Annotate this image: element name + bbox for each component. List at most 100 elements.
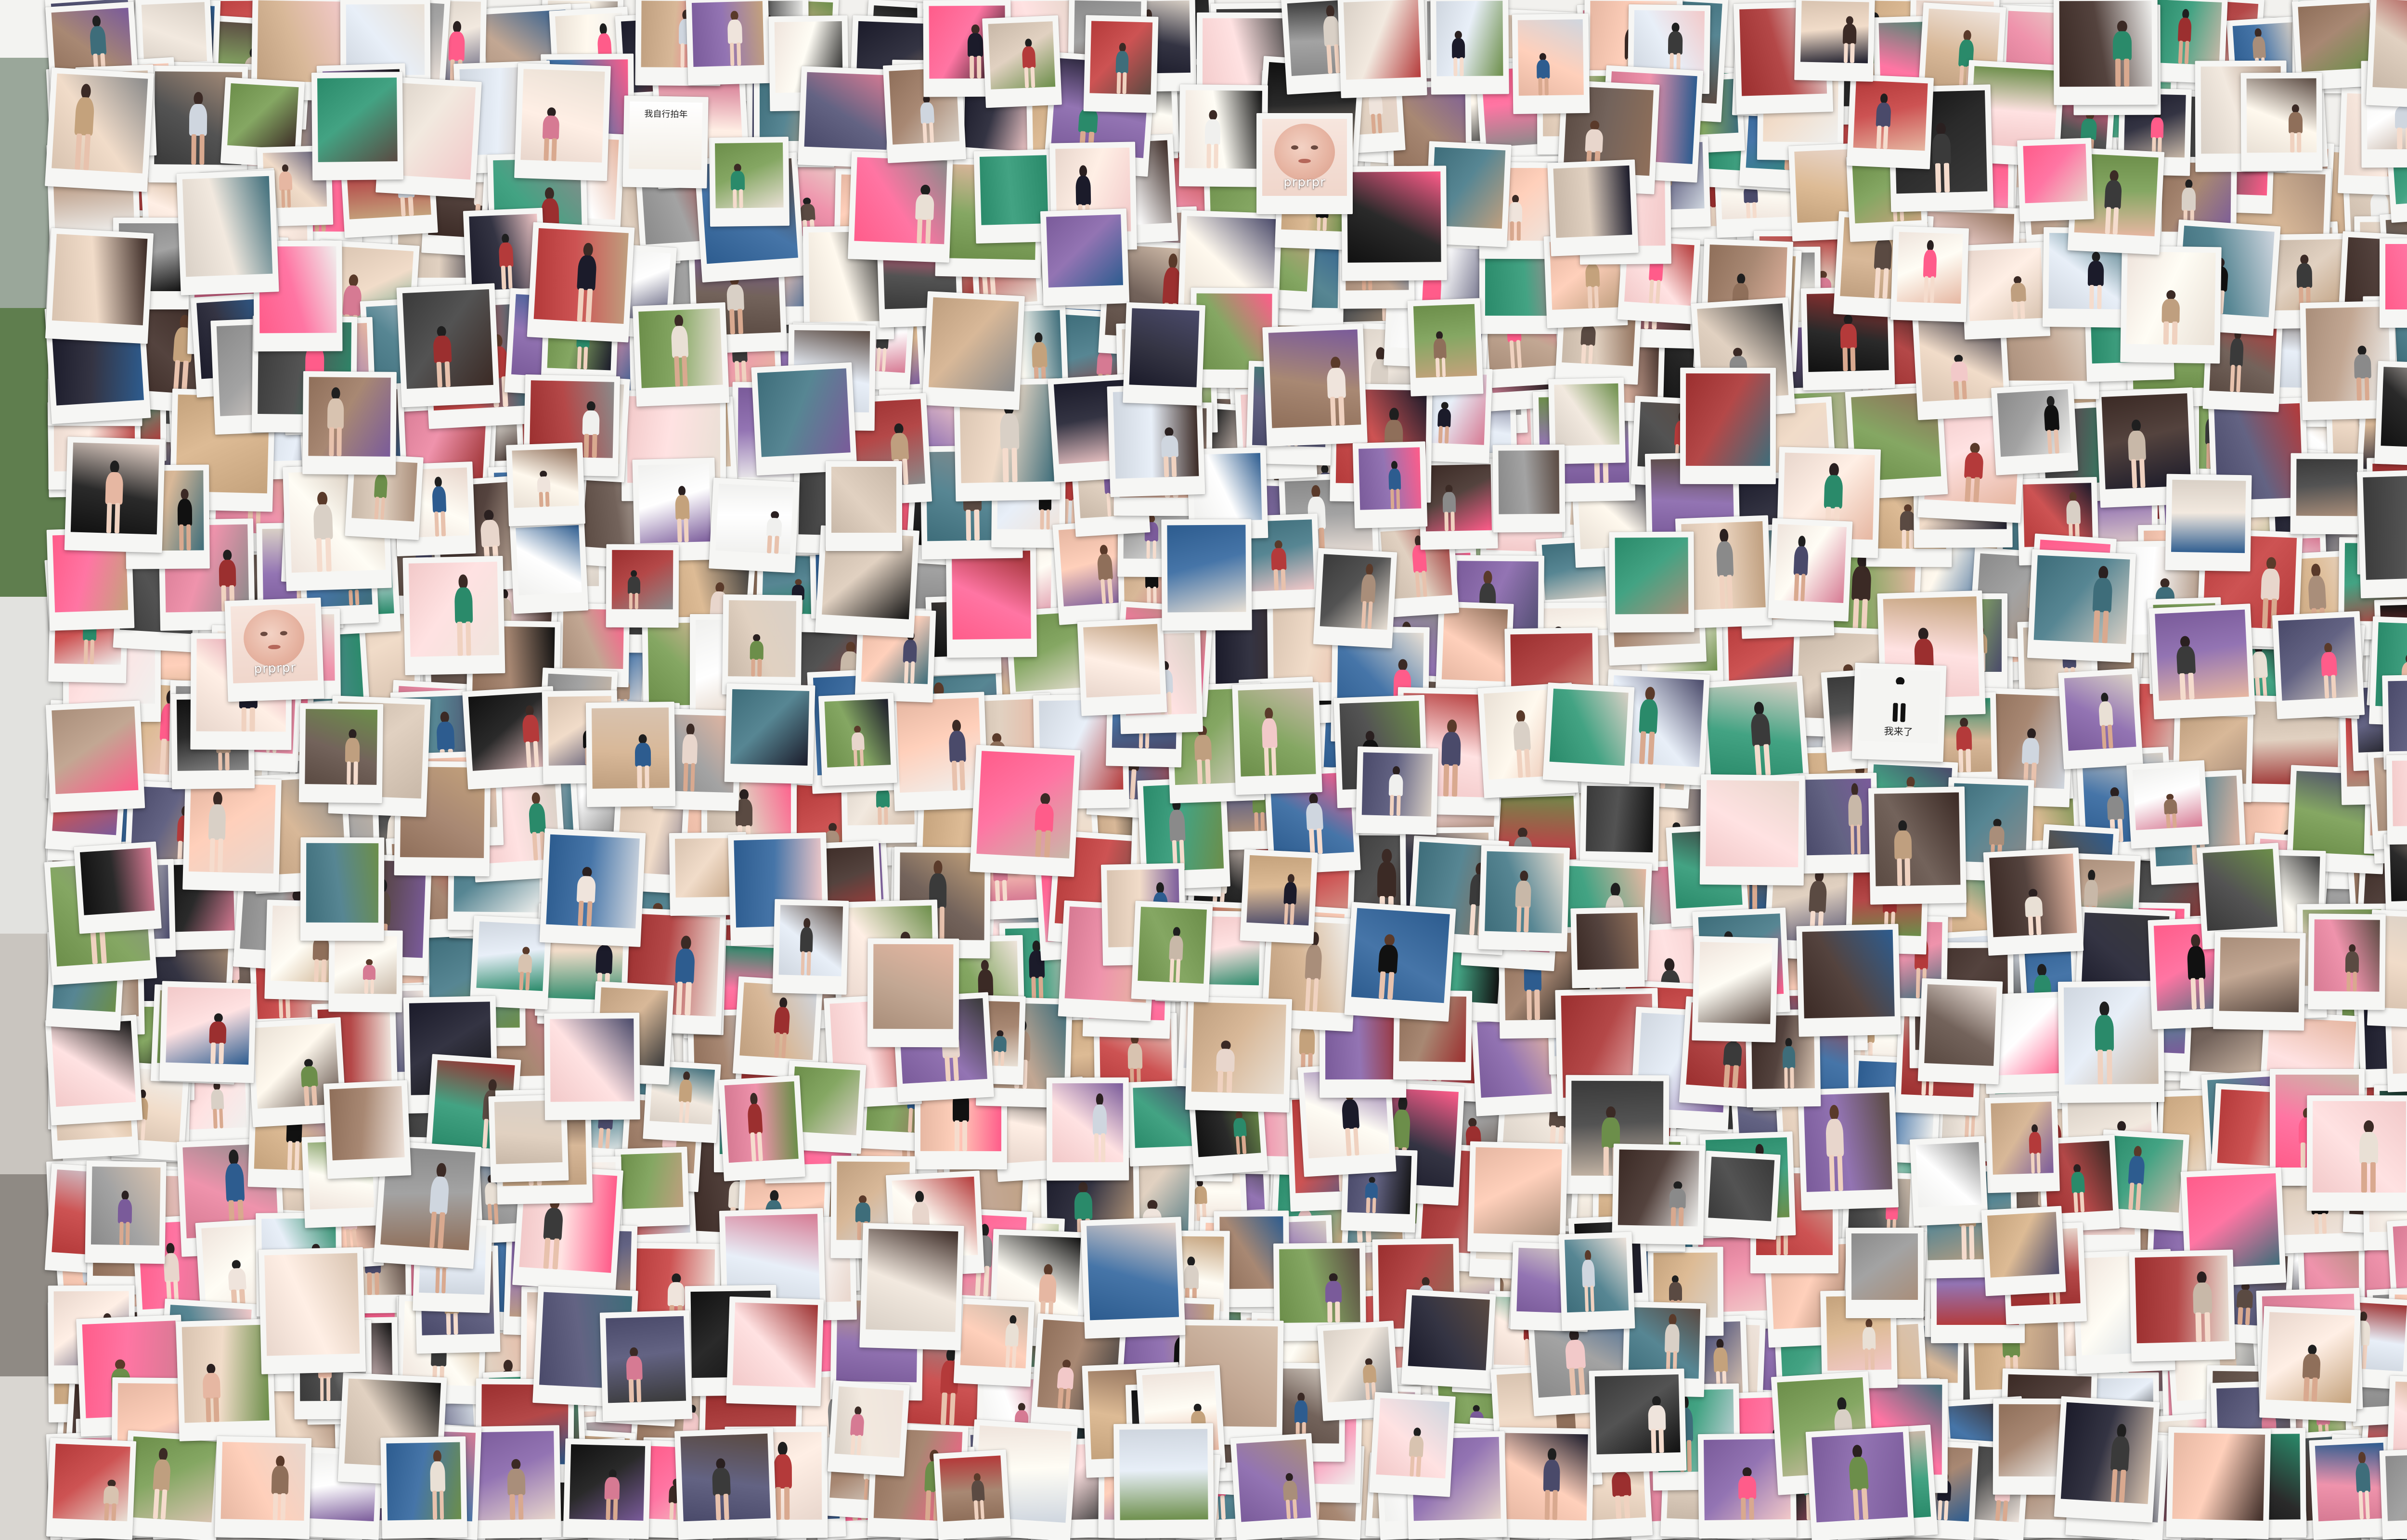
polaroid-photo bbox=[514, 63, 611, 181]
figure-leg bbox=[1538, 77, 1542, 95]
person-figure bbox=[919, 94, 937, 143]
photo-image bbox=[227, 83, 298, 149]
figure-body bbox=[1585, 129, 1603, 153]
figure-leg bbox=[1876, 126, 1882, 149]
figure-body bbox=[968, 33, 983, 57]
person-figure bbox=[1930, 122, 1954, 192]
figure-body bbox=[2395, 106, 2407, 128]
figure-leg bbox=[199, 134, 205, 165]
figure-leg bbox=[287, 190, 291, 208]
figure-body bbox=[1116, 51, 1129, 73]
photo-image bbox=[2247, 78, 2317, 153]
photo-image bbox=[1518, 19, 1584, 96]
polaroid-photo bbox=[982, 15, 1062, 108]
figure-leg bbox=[1883, 126, 1889, 149]
polaroid-photo bbox=[176, 170, 279, 295]
polaroid-photo bbox=[686, 0, 771, 85]
figure-body bbox=[2289, 112, 2303, 133]
person-figure bbox=[2287, 104, 2304, 153]
figure-leg bbox=[1031, 67, 1035, 88]
polaroid-photo bbox=[1337, 0, 1427, 98]
photo-image bbox=[1853, 80, 1928, 151]
figure-leg bbox=[2178, 40, 2183, 64]
figure-leg bbox=[83, 134, 91, 170]
figure-leg bbox=[2124, 59, 2129, 87]
figure-leg bbox=[1206, 144, 1211, 168]
figure-body bbox=[75, 97, 95, 136]
photo-image bbox=[2154, 0, 2222, 65]
photo-image bbox=[1090, 21, 1153, 94]
figure-body bbox=[1078, 108, 1098, 133]
figure-leg bbox=[1850, 43, 1854, 63]
figure-body bbox=[1323, 15, 1341, 46]
polaroid-photo bbox=[2054, 0, 2158, 105]
figure-leg bbox=[929, 122, 934, 142]
figure-body bbox=[727, 19, 742, 44]
person-figure bbox=[278, 164, 294, 208]
figure-body bbox=[2081, 118, 2097, 141]
figure-leg bbox=[2297, 132, 2301, 153]
figure-leg bbox=[1460, 57, 1463, 76]
figure-leg bbox=[2397, 128, 2402, 149]
figure-head bbox=[2117, 21, 2127, 33]
figure-leg bbox=[551, 138, 556, 161]
photo-image bbox=[988, 21, 1056, 90]
figure-leg bbox=[730, 43, 735, 66]
photo-image bbox=[182, 176, 272, 277]
figure-body bbox=[2113, 31, 2132, 60]
person-figure bbox=[966, 25, 985, 78]
figure-body bbox=[449, 32, 465, 61]
polaroid-photo bbox=[1512, 13, 1590, 114]
photo-image bbox=[1344, 0, 1421, 80]
figure-body bbox=[189, 103, 207, 136]
polaroid-photo bbox=[1847, 74, 1934, 169]
polaroid-photo bbox=[1084, 15, 1159, 113]
figure-leg bbox=[1214, 144, 1219, 168]
figure-head bbox=[194, 92, 203, 105]
figure-leg bbox=[408, 196, 414, 216]
photo-image bbox=[2059, 1, 2152, 87]
figure-leg bbox=[2115, 59, 2121, 87]
photo-image bbox=[1633, 10, 1705, 76]
person-figure bbox=[1535, 53, 1552, 95]
figure-leg bbox=[1326, 45, 1333, 74]
polaroid-photo bbox=[45, 67, 154, 192]
photo-image bbox=[1800, 1, 1869, 64]
figure-leg bbox=[1935, 163, 1941, 192]
photo-image bbox=[1436, 0, 1503, 76]
figure-leg bbox=[1371, 114, 1376, 134]
figure-body bbox=[2178, 17, 2192, 42]
photo-image bbox=[804, 72, 890, 150]
figure-leg bbox=[923, 123, 928, 143]
person-figure bbox=[2149, 110, 2165, 157]
photo-image bbox=[317, 77, 398, 162]
figure-body bbox=[920, 102, 934, 124]
figure-leg bbox=[2185, 41, 2189, 64]
person-figure bbox=[1021, 38, 1038, 88]
figure-body bbox=[1537, 60, 1550, 78]
figure-leg bbox=[737, 42, 741, 65]
person-figure bbox=[187, 92, 209, 165]
figure-body bbox=[1932, 134, 1952, 165]
figure-body bbox=[1452, 38, 1465, 58]
person-figure bbox=[2111, 21, 2134, 87]
figure-leg bbox=[977, 56, 981, 78]
figure-body bbox=[2252, 36, 2265, 59]
figure-leg bbox=[1944, 163, 1950, 192]
figure-body bbox=[1668, 31, 1682, 54]
figure-body bbox=[89, 26, 106, 55]
polaroid-photo bbox=[1794, 0, 1875, 82]
photo-image bbox=[52, 74, 148, 174]
figure-body bbox=[543, 116, 560, 140]
person-figure bbox=[1841, 16, 1858, 63]
polaroid-photo bbox=[1430, 0, 1509, 95]
figure-body bbox=[1022, 46, 1036, 68]
figure-leg bbox=[970, 56, 974, 78]
figure-leg bbox=[1117, 72, 1121, 94]
photo-image bbox=[1185, 90, 1262, 169]
photo-image bbox=[2372, 0, 2407, 91]
photo-image bbox=[692, 1, 764, 67]
photo-image bbox=[142, 2, 207, 64]
figure-leg bbox=[281, 190, 285, 208]
